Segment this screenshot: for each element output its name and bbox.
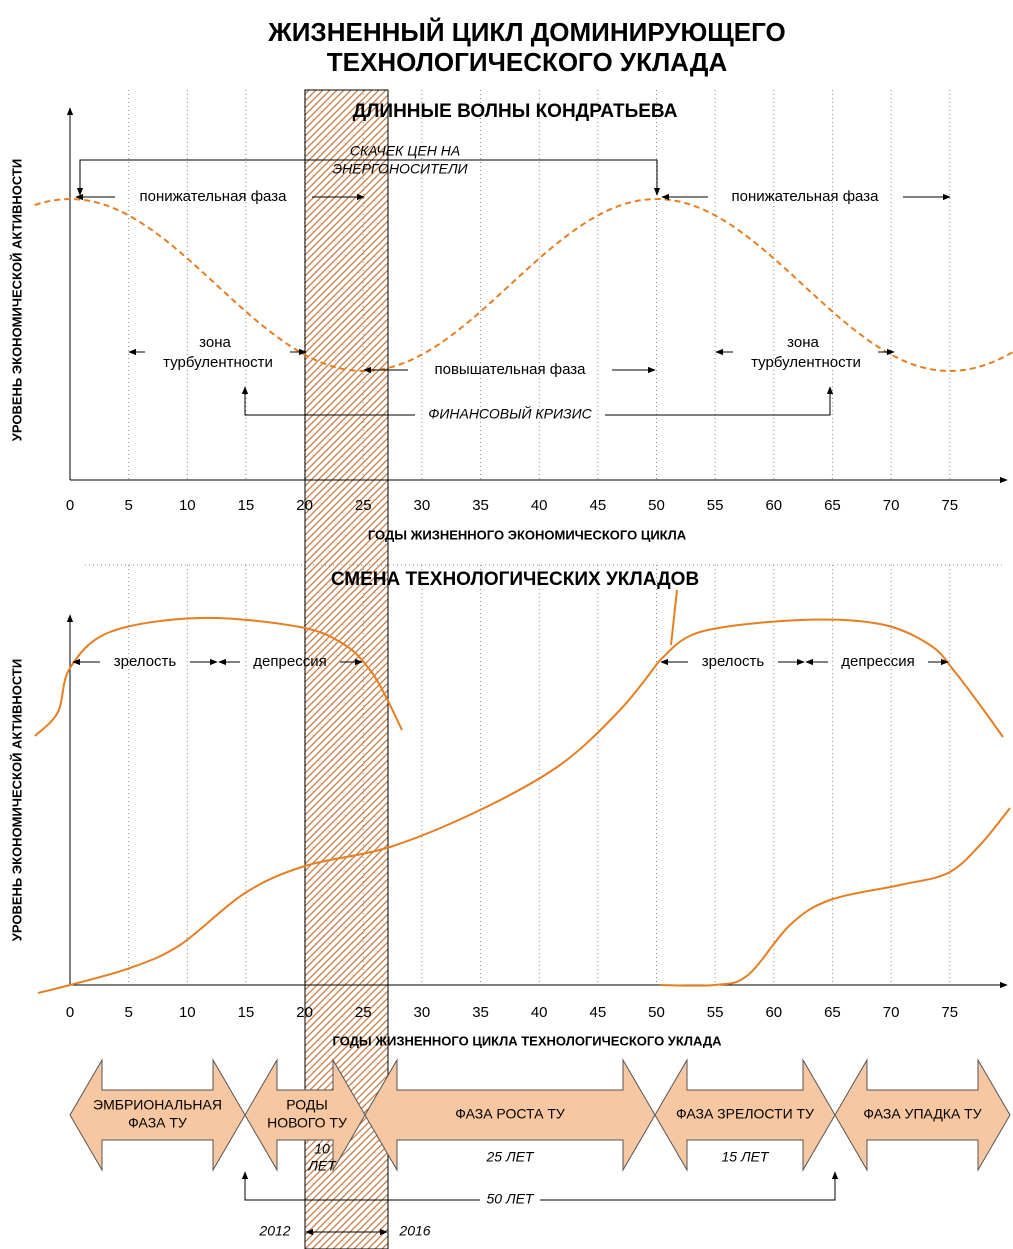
annotation: депрессия [841, 653, 914, 670]
cycle-curve [659, 618, 1004, 738]
x-tick-label: 15 [238, 497, 255, 514]
title: ЖИЗНЕННЫЙ ЦИКЛ ДОМИНИРУЮЩЕГО [267, 17, 786, 47]
x-tick-label: 0 [66, 1004, 74, 1021]
phase-arrow [834, 1058, 1011, 1172]
x-tick-label: 75 [941, 497, 958, 514]
x-tick-label: 20 [296, 1004, 313, 1021]
cycle-curve [37, 659, 661, 994]
annotation: зрелость [702, 653, 765, 670]
x-tick-label: 65 [824, 1004, 841, 1021]
phase-label: РОДЫ [286, 1097, 328, 1113]
x-tick-label: 40 [531, 1004, 548, 1021]
x-tick-label: 50 [648, 1004, 665, 1021]
x-tick-label: 25 [355, 1004, 372, 1021]
annotation: СКАЧЕК ЦЕН НА [350, 143, 460, 159]
x-tick-label: 15 [238, 1004, 255, 1021]
annotation: понижательная фаза [732, 188, 880, 205]
x-tick-label: 25 [355, 497, 372, 514]
y-axis-label: УРОВЕНЬ ЭКОНОМИЧЕСКОЙ АКТИВНОСТИ [9, 159, 24, 441]
bracket [241, 386, 415, 416]
x-tick-label: 75 [941, 1004, 958, 1021]
x-tick-label: 60 [765, 1004, 782, 1021]
annotation: турбулентности [751, 354, 861, 371]
x-tick-label: 0 [66, 497, 74, 514]
x-tick-label: 45 [590, 497, 607, 514]
x-tick-label: 65 [824, 497, 841, 514]
phase-duration: 10 [314, 1141, 330, 1157]
bracket [605, 386, 834, 416]
bracket [76, 159, 661, 196]
phase-label: ФАЗА УПАДКА ТУ [863, 1106, 981, 1122]
x-tick-label: 55 [707, 497, 724, 514]
annotation: депрессия [253, 653, 326, 670]
y-axis-label: УРОВЕНЬ ЭКОНОМИЧЕСКОЙ АКТИВНОСТИ [9, 659, 24, 941]
x-tick-label: 55 [707, 1004, 724, 1021]
x-tick-label: 30 [414, 1004, 431, 1021]
kondratiev-wave [34, 197, 1013, 373]
hatched-period [304, 89, 389, 1249]
x-tick-label: 70 [883, 497, 900, 514]
cycle-curve [659, 807, 1011, 987]
subtitle: ДЛИННЫЕ ВОЛНЫ КОНДРАТЬЕВА [353, 101, 678, 122]
x-tick-label: 50 [648, 497, 665, 514]
title: ТЕХНОЛОГИЧЕСКОГО УКЛАДА [327, 47, 728, 77]
phase-label: ФАЗА ЗРЕЛОСТИ ТУ [676, 1106, 814, 1122]
phase-label: НОВОГО ТУ [267, 1115, 347, 1131]
year: 2012 [258, 1223, 290, 1239]
annotation: понижательная фаза [140, 188, 288, 205]
x-tick-label: 10 [179, 497, 196, 514]
total-duration: 50 ЛЕТ [487, 1191, 535, 1207]
annotation: повышательная фаза [434, 361, 586, 378]
x-axis-label: ГОДЫ ЖИЗНЕННОГО ЦИКЛА ТЕХНОЛОГИЧЕСКОГО У… [333, 1033, 723, 1048]
x-tick-label: 30 [414, 497, 431, 514]
annotation: ФИНАНСОВЫЙ КРИЗИС [428, 405, 592, 422]
annotation: зона [199, 334, 231, 351]
phase-label: ФАЗА ТУ [128, 1115, 187, 1131]
annotation: зрелость [114, 653, 177, 670]
subtitle: СМЕНА ТЕХНОЛОГИЧЕСКИХ УКЛАДОВ [331, 569, 699, 590]
x-tick-label: 60 [765, 497, 782, 514]
year: 2016 [398, 1223, 430, 1239]
cycle-curve [34, 616, 403, 737]
bracket [241, 1171, 480, 1201]
phase-duration: ЛЕТ [307, 1158, 337, 1174]
phase-duration: 25 ЛЕТ [486, 1149, 535, 1165]
x-tick-label: 10 [179, 1004, 196, 1021]
phase-duration: 15 ЛЕТ [722, 1149, 770, 1165]
x-tick-label: 5 [124, 1004, 132, 1021]
x-tick-label: 45 [590, 1004, 607, 1021]
annotation: ЭНЕРГОНОСИТЕЛИ [332, 161, 468, 177]
phase-label: ЭМБРИОНАЛЬНАЯ [93, 1097, 222, 1113]
annotation: турбулентности [163, 354, 273, 371]
x-tick-label: 40 [531, 497, 548, 514]
x-tick-label: 70 [883, 1004, 900, 1021]
x-tick-label: 20 [296, 497, 313, 514]
x-tick-label: 5 [124, 497, 132, 514]
bracket [540, 1171, 839, 1201]
phase-label: ФАЗА РОСТА ТУ [455, 1106, 565, 1122]
x-tick-label: 35 [472, 1004, 489, 1021]
x-tick-label: 35 [472, 497, 489, 514]
x-axis-label: ГОДЫ ЖИЗНЕННОГО ЭКОНОМИЧЕСКОГО ЦИКЛА [368, 527, 687, 542]
callout [670, 589, 678, 646]
annotation: зона [787, 334, 819, 351]
